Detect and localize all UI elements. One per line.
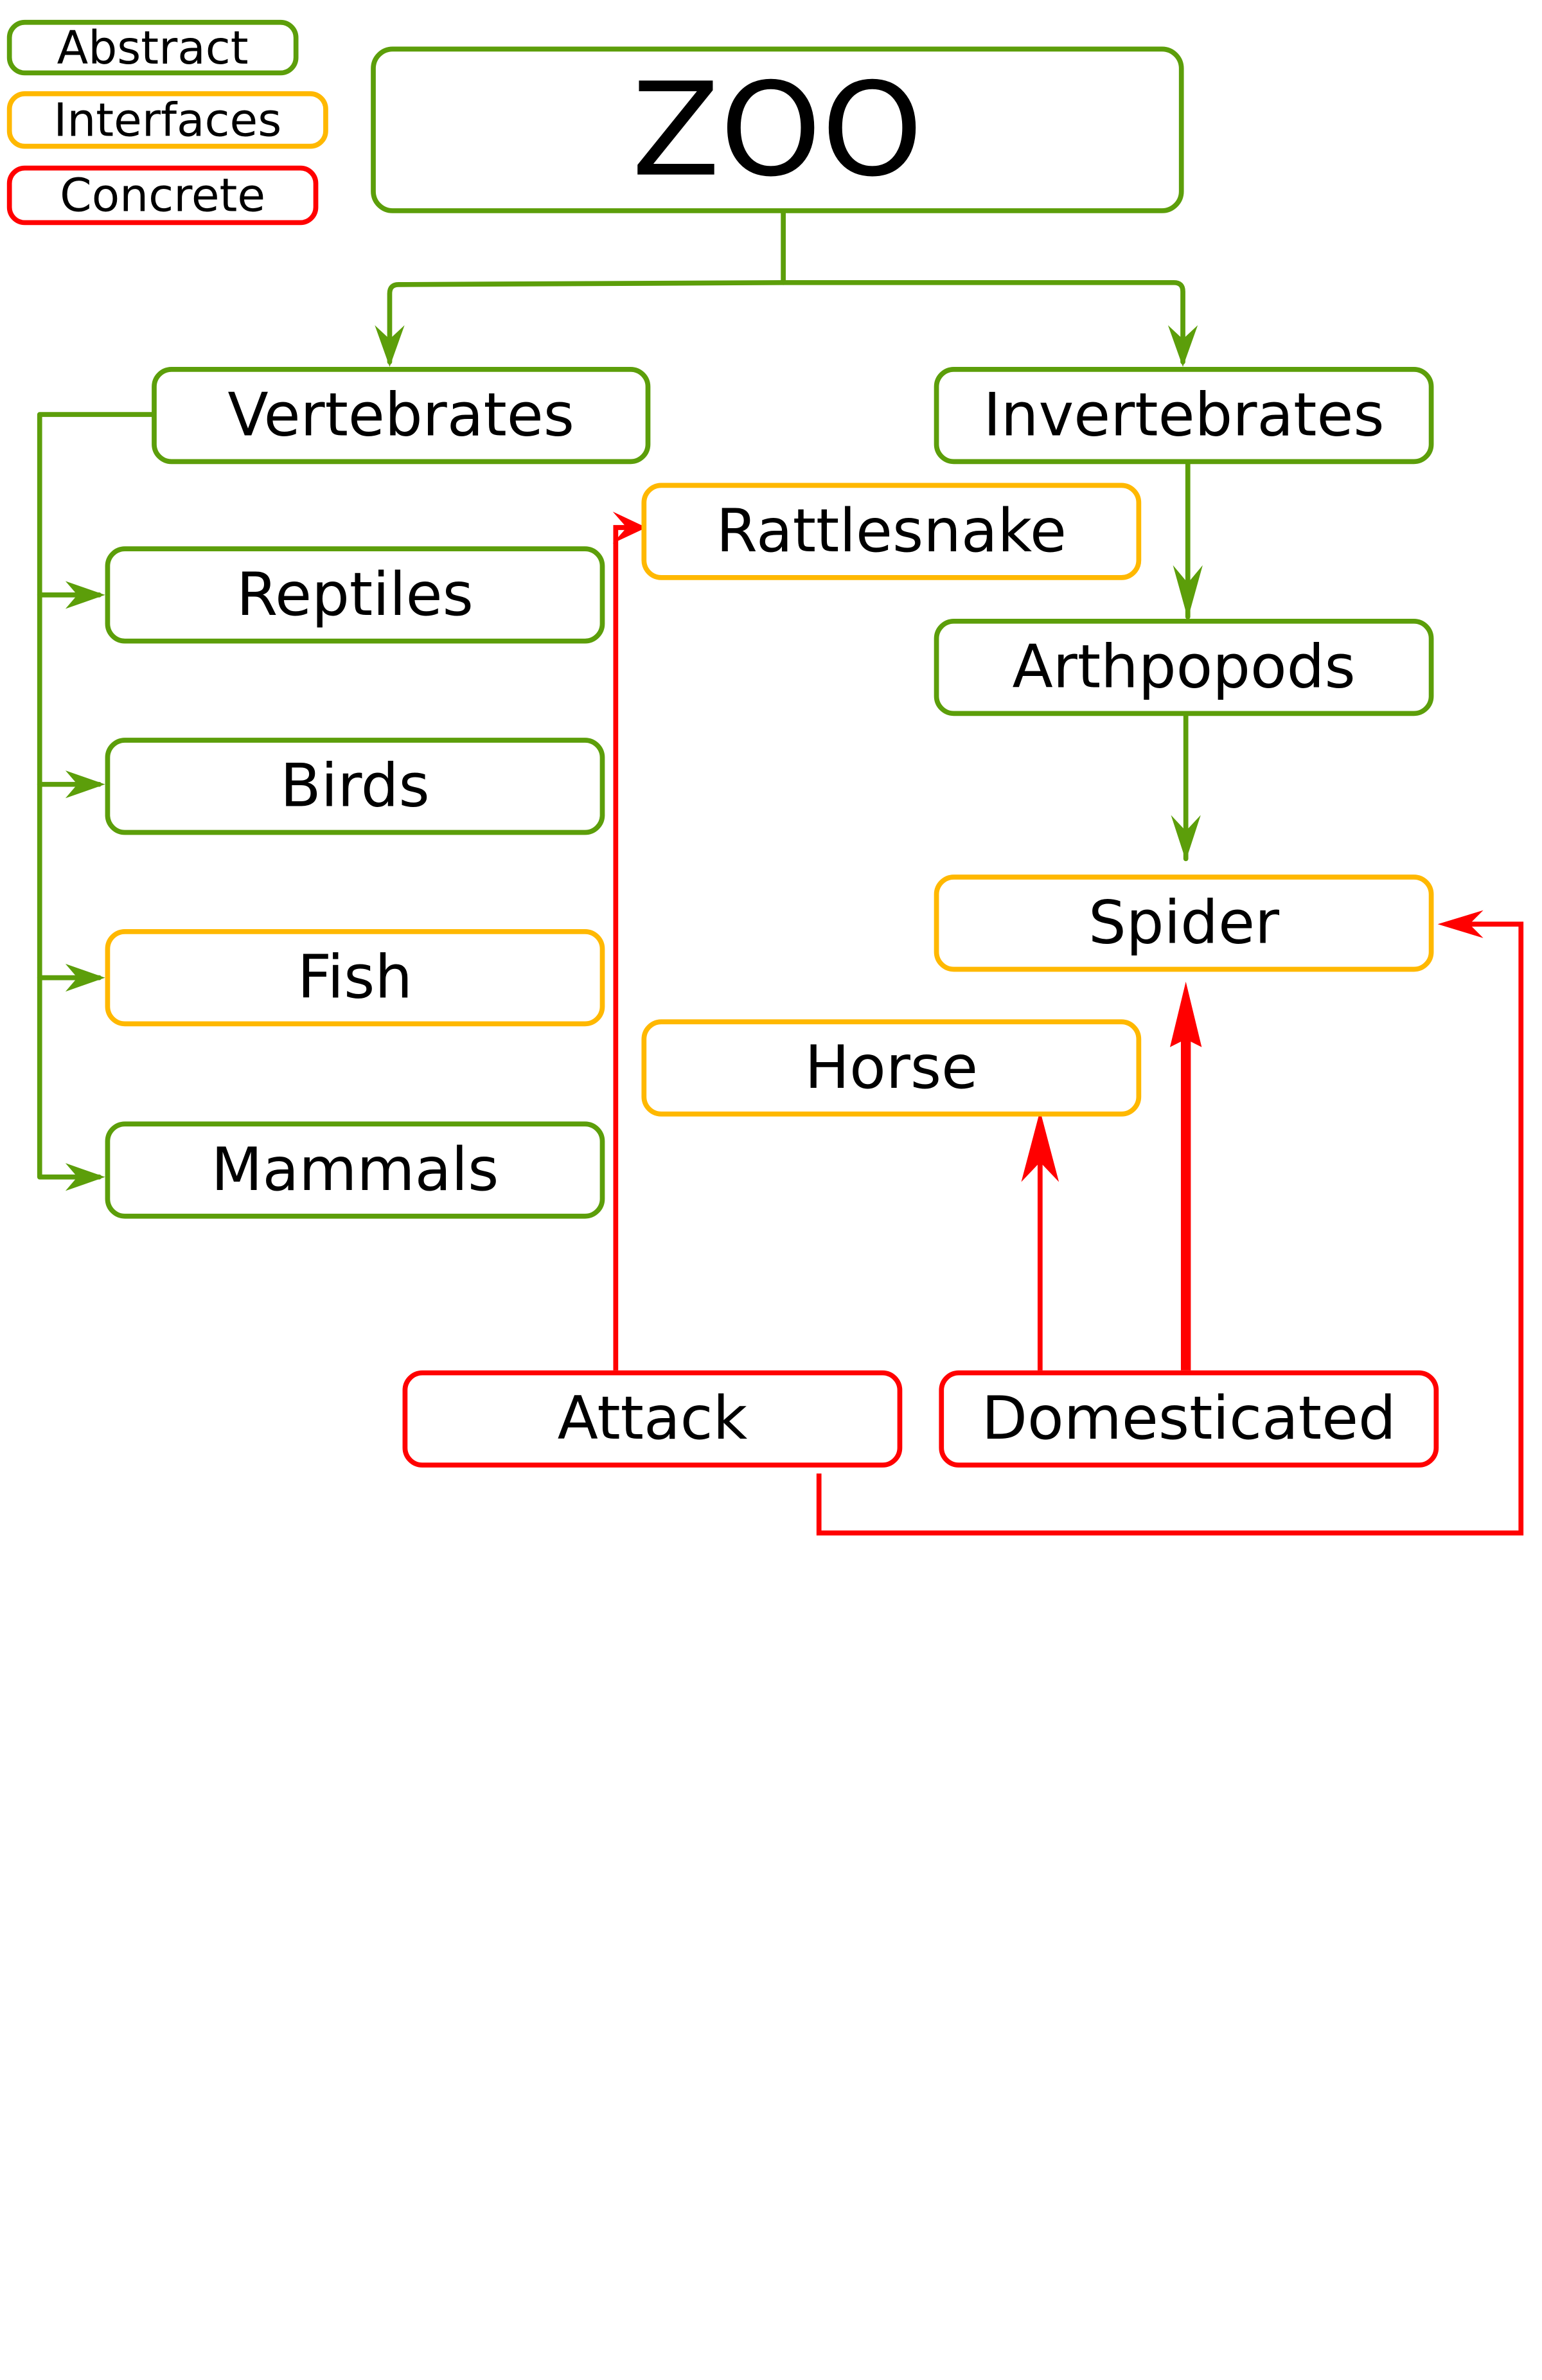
legend-abstract: Abstract — [6, 19, 299, 76]
horse-node: Horse — [641, 1019, 1142, 1117]
spider-node: Spider — [934, 875, 1434, 972]
legend-interfaces: Interfaces — [6, 91, 328, 149]
birds-node: Birds — [105, 738, 605, 835]
fish-node: Fish — [105, 928, 605, 1027]
zoo-label: ZOO — [632, 54, 923, 206]
attack-to-rattlesnake-line — [613, 525, 637, 1371]
arrowhead-rattlesnake — [612, 511, 647, 544]
arrowhead-fish — [65, 963, 105, 992]
arrowhead-reptiles — [65, 581, 105, 609]
mammals-label: Mammals — [211, 1135, 499, 1205]
horse-label: Horse — [804, 1033, 979, 1103]
mammals-node: Mammals — [105, 1121, 605, 1219]
attack-node: Attack — [402, 1370, 903, 1468]
reptiles-label: Reptiles — [236, 560, 474, 630]
legend-concrete-label: Concrete — [60, 168, 265, 222]
legend-concrete: Concrete — [6, 165, 319, 226]
invertebrates-label: Invertebrates — [983, 380, 1385, 450]
attack-label: Attack — [557, 1384, 748, 1454]
legend-abstract-label: Abstract — [57, 21, 249, 75]
vertebrates-spine-line — [37, 412, 157, 1180]
connector-lines — [37, 210, 1524, 1536]
zoo-to-invertebrates-line — [781, 280, 1185, 365]
invertebrates-node: Invertebrates — [934, 366, 1434, 465]
arrowhead-mammals — [65, 1163, 105, 1191]
arrowhead-arthpopods — [1173, 565, 1203, 619]
arrowhead-birds — [65, 770, 105, 799]
birds-label: Birds — [280, 751, 430, 821]
fish-label: Fish — [297, 943, 413, 1013]
arrowhead-invertebrates — [1167, 325, 1198, 367]
arrowhead-spider-bottom — [1169, 981, 1202, 1047]
attack-to-spider-line — [816, 921, 1524, 1536]
arrowhead-horse — [1021, 1110, 1059, 1182]
arthpopods-node: Arthpopods — [934, 618, 1434, 716]
vertebrates-node: Vertebrates — [152, 366, 651, 465]
rattlesnake-label: Rattlesnake — [716, 497, 1067, 567]
vertebrates-label: Vertebrates — [227, 380, 574, 450]
zoo-node: ZOO — [371, 46, 1184, 213]
arrowhead-spider-side — [1437, 910, 1484, 938]
zoo-to-vertebrates-line — [387, 280, 786, 365]
arrowhead-spider — [1171, 815, 1201, 861]
arthpopods-label: Arthpopods — [1012, 632, 1356, 702]
reptiles-node: Reptiles — [105, 546, 605, 644]
domesticated-node: Domesticated — [939, 1370, 1439, 1468]
spider-label: Spider — [1088, 888, 1280, 958]
rattlesnake-node: Rattlesnake — [641, 483, 1142, 580]
legend-interfaces-label: Interfaces — [53, 93, 282, 147]
arrowhead-vertebrates — [375, 325, 405, 367]
domesticated-label: Domesticated — [981, 1384, 1396, 1454]
